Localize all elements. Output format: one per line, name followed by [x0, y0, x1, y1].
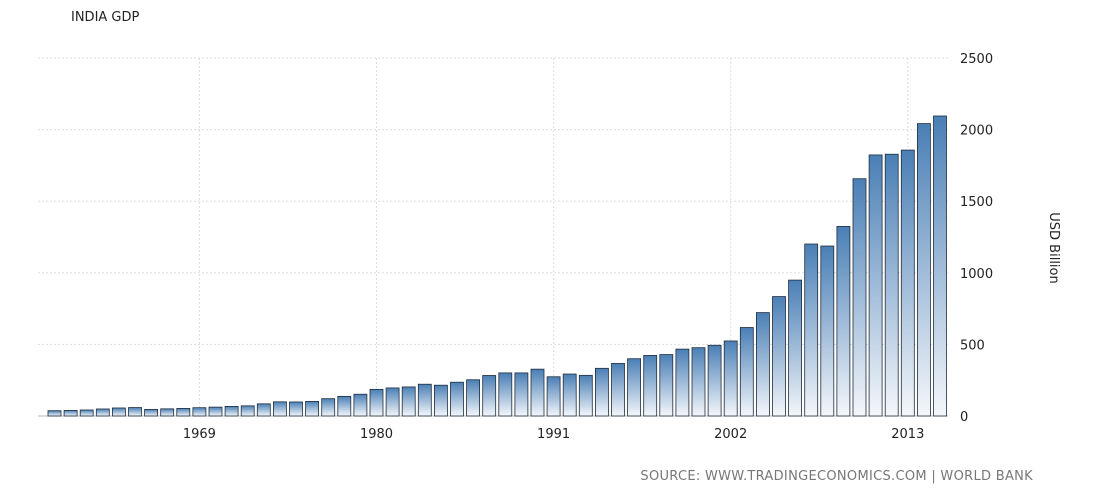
y-tick-label: 2500 [960, 52, 993, 67]
x-tick-label: 2002 [714, 427, 747, 442]
bar-1987 [482, 375, 497, 417]
bar-2015 [933, 115, 947, 417]
bar-1978 [337, 395, 352, 417]
bar-1971 [224, 406, 239, 417]
y-tick-label: 2000 [960, 124, 993, 139]
y-tick-label: 1000 [960, 267, 993, 282]
bar-2005 [772, 296, 786, 417]
source-note: SOURCE: WWW.TRADINGECONOMICS.COM | WORLD… [640, 469, 1033, 484]
bar-1970 [208, 406, 223, 417]
bar-1966 [144, 409, 159, 417]
bar-1974 [272, 401, 287, 417]
bar-1979 [353, 393, 368, 417]
bar-1963 [95, 408, 110, 417]
bar-2012 [884, 153, 899, 417]
bar-1977 [321, 398, 336, 417]
bar-1999 [675, 348, 690, 417]
bar-2013 [900, 149, 915, 417]
bar-1973 [256, 403, 271, 417]
bar-1989 [514, 372, 529, 417]
bar-2009 [836, 226, 851, 417]
bar-1981 [385, 387, 400, 417]
bar-2001 [707, 344, 722, 417]
x-axis-ticks: 1969 1980 1991 2002 2013 [183, 427, 924, 442]
bar-1976 [305, 400, 320, 417]
bar-1967 [160, 408, 175, 417]
bar-1995 [611, 363, 625, 417]
bar-1961 [63, 410, 78, 417]
bar-1990 [530, 368, 545, 417]
bar-1960 [47, 410, 62, 417]
bar-1968 [176, 408, 191, 417]
y-tick-label: 0 [960, 410, 968, 425]
bar-2011 [868, 154, 883, 417]
bar-1991 [546, 376, 561, 417]
x-tick-label: 1991 [537, 427, 570, 442]
bar-1962 [79, 409, 94, 417]
bar-2007 [804, 243, 819, 417]
x-tick-label: 1980 [360, 427, 393, 442]
x-tick-label: 2013 [891, 427, 924, 442]
bar-2014 [917, 123, 931, 417]
bar-1998 [659, 354, 674, 417]
bar-1986 [466, 379, 481, 417]
bar-1972 [240, 405, 255, 417]
y-tick-label: 500 [960, 338, 985, 353]
y-axis-label: USD Billion [1046, 212, 1061, 283]
bar-2000 [691, 347, 706, 417]
bar-1985 [450, 381, 464, 417]
bar-1983 [417, 383, 432, 417]
bar-1997 [643, 355, 658, 417]
y-tick-label: 1500 [960, 195, 993, 210]
x-tick-label: 1969 [183, 427, 216, 442]
bar-1969 [192, 407, 207, 417]
bar-2004 [756, 312, 770, 417]
bar-1975 [289, 401, 303, 417]
bars-group [47, 115, 947, 417]
bar-2010 [852, 178, 867, 417]
bar-1984 [433, 384, 448, 417]
bar-2002 [723, 340, 738, 417]
bar-1994 [595, 367, 609, 417]
bar-1965 [128, 407, 142, 417]
y-axis-ticks: 0 500 1000 1500 2000 2500 [960, 52, 993, 425]
bar-2006 [788, 279, 802, 417]
bar-1996 [627, 358, 641, 417]
bar-1992 [562, 373, 577, 417]
bar-1980 [369, 388, 384, 417]
bar-2008 [820, 245, 835, 417]
bar-2003 [739, 327, 754, 417]
bar-1982 [401, 386, 416, 417]
chart-title: INDIA GDP [71, 10, 140, 25]
bar-1964 [112, 407, 126, 417]
bar-1988 [498, 372, 513, 417]
bar-1993 [578, 374, 593, 417]
